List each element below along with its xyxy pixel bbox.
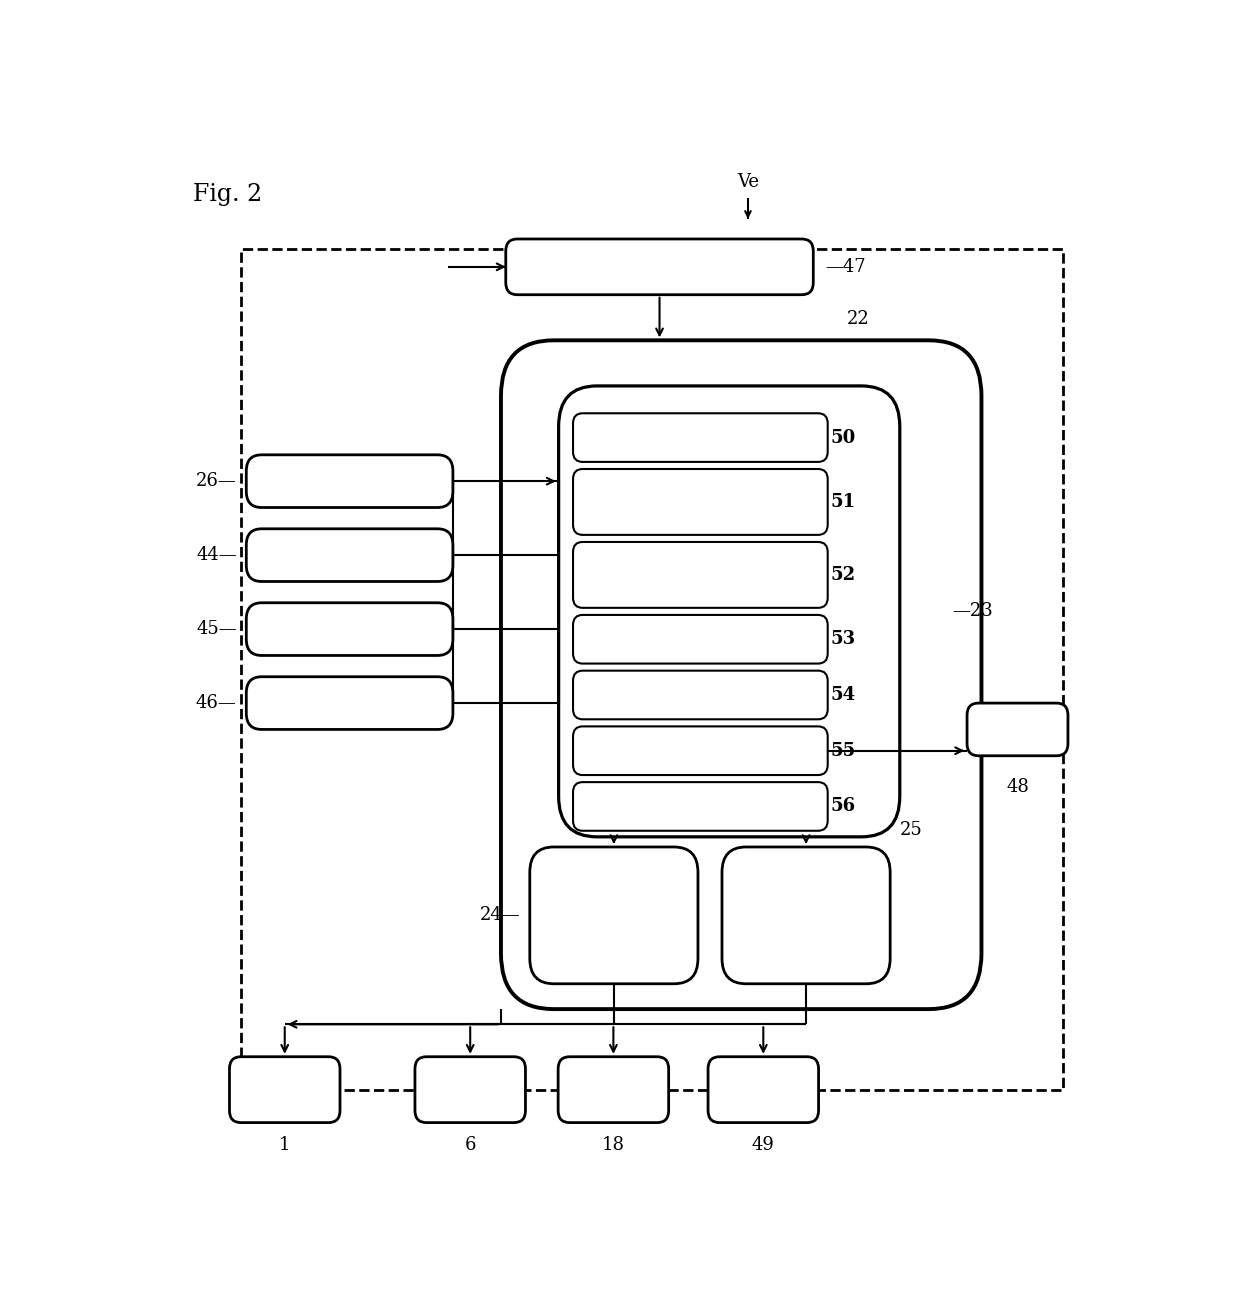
- FancyBboxPatch shape: [247, 676, 453, 729]
- FancyBboxPatch shape: [708, 1057, 818, 1123]
- Text: 55: 55: [831, 742, 856, 759]
- Text: Travel Plan Creator: Travel Plan Creator: [627, 632, 774, 646]
- Text: Auxiliary Controller: Auxiliary Controller: [626, 744, 774, 758]
- Text: 49: 49: [751, 1136, 775, 1154]
- Text: 48: 48: [1006, 778, 1029, 796]
- Text: 18: 18: [601, 1136, 625, 1154]
- FancyBboxPatch shape: [506, 240, 813, 295]
- Text: Auxiliary: Auxiliary: [976, 720, 1059, 738]
- Text: 53: 53: [831, 630, 856, 649]
- Text: 25: 25: [900, 821, 923, 838]
- FancyBboxPatch shape: [573, 615, 828, 663]
- FancyBboxPatch shape: [558, 386, 900, 837]
- FancyBboxPatch shape: [529, 848, 698, 984]
- Text: 50: 50: [831, 429, 856, 446]
- Text: Ve: Ve: [737, 174, 759, 191]
- Text: Navigation System: Navigation System: [567, 258, 753, 276]
- FancyBboxPatch shape: [967, 703, 1068, 755]
- FancyBboxPatch shape: [247, 455, 453, 508]
- Text: 56: 56: [831, 797, 856, 816]
- FancyBboxPatch shape: [573, 468, 828, 534]
- Text: External Condition
Recognizer: External Condition Recognizer: [630, 487, 771, 517]
- Text: Map Database: Map Database: [284, 694, 415, 712]
- FancyBboxPatch shape: [415, 1057, 526, 1123]
- Text: —23: —23: [952, 603, 993, 620]
- Text: 24—: 24—: [480, 907, 521, 924]
- Text: Travel Controller: Travel Controller: [636, 688, 764, 701]
- FancyBboxPatch shape: [573, 671, 828, 720]
- FancyBboxPatch shape: [247, 603, 453, 655]
- Text: 51: 51: [831, 494, 856, 511]
- Bar: [242, 249, 1063, 1090]
- FancyBboxPatch shape: [573, 726, 828, 775]
- FancyBboxPatch shape: [722, 848, 890, 984]
- Text: 22: 22: [847, 311, 869, 328]
- FancyBboxPatch shape: [247, 529, 453, 582]
- Text: External Sensor: External Sensor: [277, 546, 423, 565]
- FancyBboxPatch shape: [558, 1057, 668, 1123]
- Text: 6: 6: [465, 1136, 476, 1154]
- Text: 26—: 26—: [196, 472, 237, 490]
- Text: 45—: 45—: [196, 620, 237, 638]
- Text: Running Condition
Recognizer: Running Condition Recognizer: [630, 559, 770, 591]
- Text: Internal Sensor: Internal Sensor: [278, 472, 420, 490]
- Text: 1: 1: [279, 1136, 290, 1154]
- Text: 54: 54: [831, 686, 856, 704]
- FancyBboxPatch shape: [573, 542, 828, 608]
- Text: 44—: 44—: [196, 546, 237, 565]
- FancyBboxPatch shape: [229, 1057, 340, 1123]
- Text: Passenger Detector: Passenger Detector: [627, 799, 774, 813]
- Text: Fig. 2: Fig. 2: [193, 183, 263, 207]
- Text: —47: —47: [825, 258, 866, 276]
- FancyBboxPatch shape: [501, 341, 982, 1009]
- FancyBboxPatch shape: [573, 413, 828, 462]
- Text: GPS Receiver: GPS Receiver: [288, 620, 412, 638]
- FancyBboxPatch shape: [573, 782, 828, 830]
- Text: 52: 52: [831, 566, 856, 584]
- Text: 46—: 46—: [196, 694, 237, 712]
- Text: Position Recognizer: Position Recognizer: [626, 430, 774, 445]
